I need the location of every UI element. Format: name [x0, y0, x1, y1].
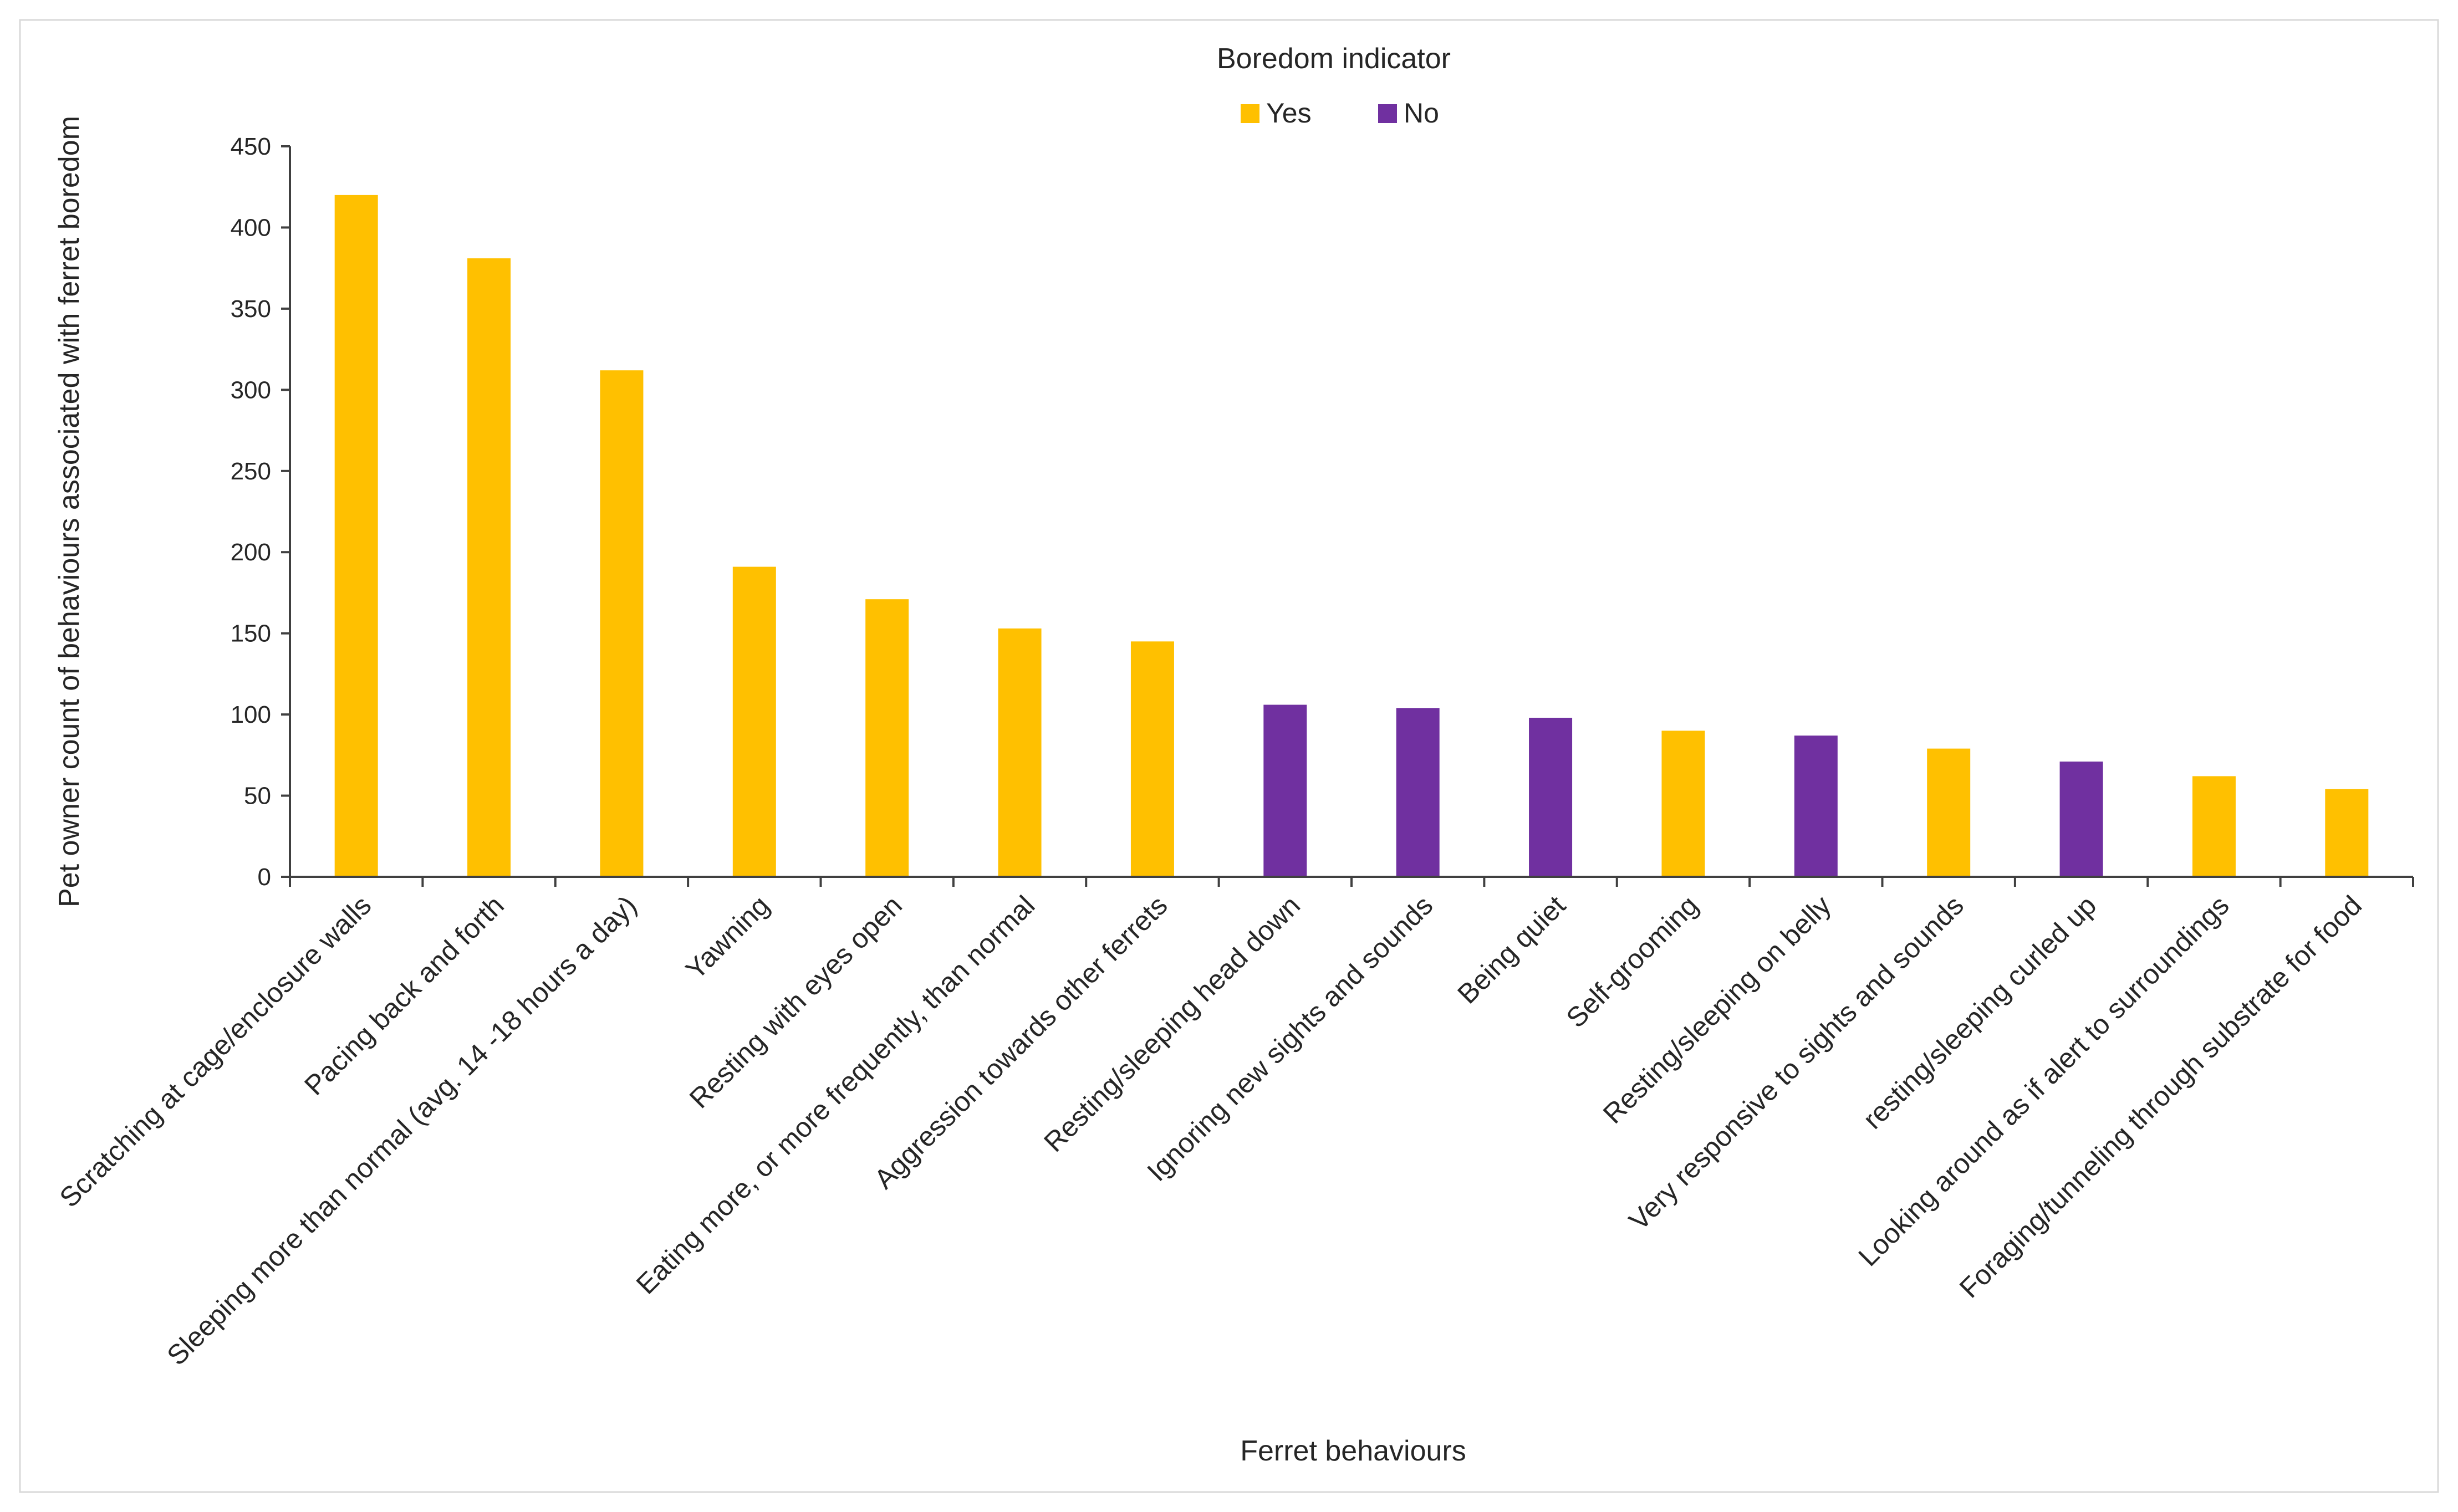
- bar-14: [2059, 762, 2103, 877]
- bar-5: [865, 599, 909, 877]
- y-tick-label: 450: [231, 133, 271, 160]
- y-tick-label: 50: [244, 783, 271, 810]
- y-tick-label: 400: [231, 214, 271, 241]
- bar-3: [600, 370, 644, 877]
- legend: Yes No: [1241, 98, 1439, 129]
- x-axis-title: Ferret behaviours: [1240, 1435, 1466, 1467]
- bar-16: [2325, 789, 2369, 877]
- legend-label-no: No: [1404, 98, 1439, 129]
- bar-12: [1794, 735, 1838, 877]
- bar-1: [334, 195, 378, 877]
- y-tick-label: 300: [231, 376, 271, 403]
- bar-8: [1263, 704, 1307, 877]
- y-tick-label: 250: [231, 458, 271, 485]
- y-tick-label: 150: [231, 620, 271, 647]
- bars: [334, 195, 2369, 877]
- chart-frame: [19, 19, 2439, 1493]
- bar-2: [467, 258, 511, 877]
- y-axis-ticks: 0 50 100 150 200 250 300 350 400 450: [231, 133, 290, 891]
- y-tick-label: 100: [231, 701, 271, 728]
- bar-11: [1661, 731, 1705, 877]
- bar-10: [1529, 717, 1573, 877]
- y-tick-label: 0: [258, 864, 271, 891]
- y-tick-label: 200: [231, 539, 271, 566]
- legend-title: Boredom indicator: [1217, 43, 1451, 75]
- legend-label-yes: Yes: [1266, 98, 1312, 129]
- bar-4: [732, 566, 776, 877]
- legend-swatch-yes: [1241, 104, 1259, 123]
- bar-13: [1927, 748, 1971, 877]
- y-tick-label: 350: [231, 295, 271, 323]
- y-axis-title: Pet owner count of behaviours associated…: [53, 116, 85, 907]
- bar-7: [1130, 641, 1174, 877]
- legend-swatch-no: [1378, 104, 1397, 123]
- bar-9: [1396, 708, 1440, 877]
- bar-15: [2192, 776, 2236, 877]
- bar-6: [998, 628, 1042, 877]
